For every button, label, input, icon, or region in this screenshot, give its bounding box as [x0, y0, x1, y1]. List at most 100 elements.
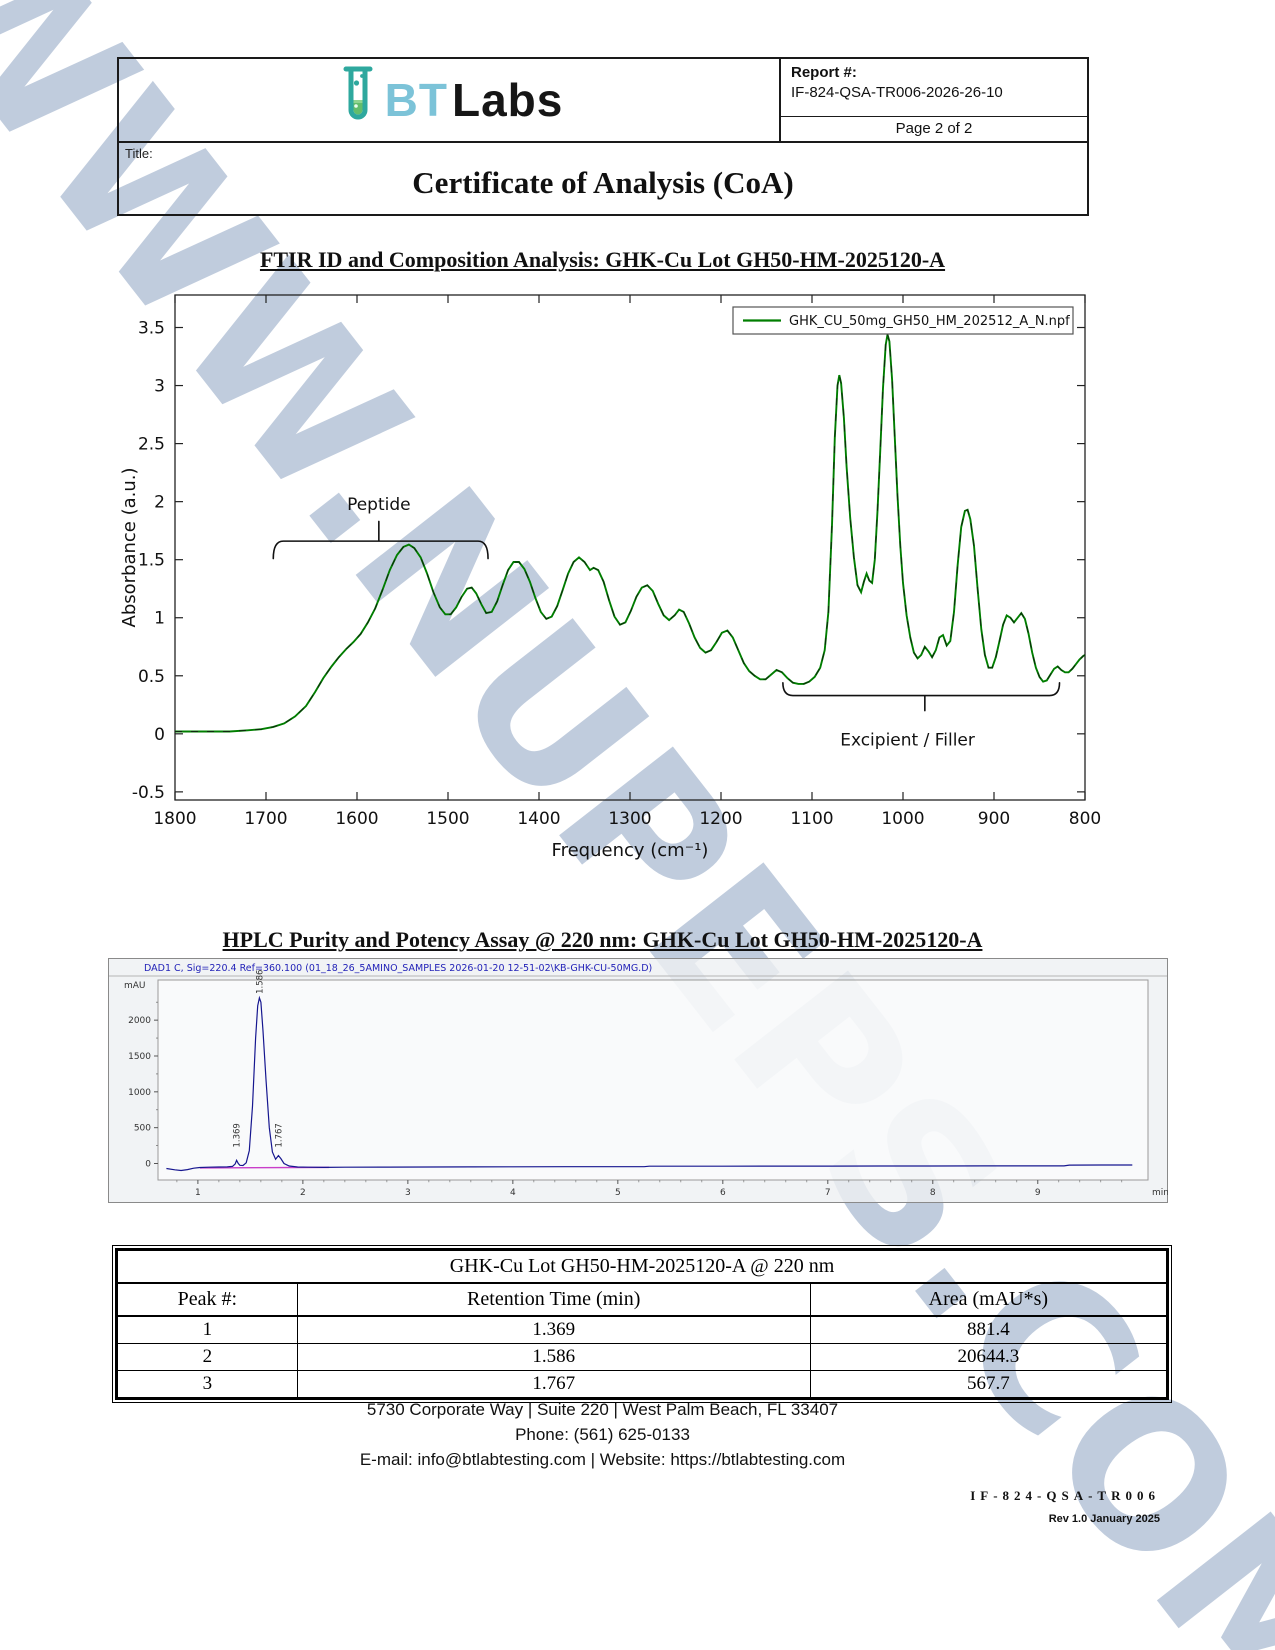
svg-text:1400: 1400: [517, 809, 560, 829]
table-body: 1 1.369 881.4 2 1.586 20644.3 3 1.767 567.7: [116, 1315, 1169, 1399]
hplc-axes: mAU 0 500 1000 1500 2000 1 2 3 4 5 6 7 8 9: [124, 981, 1123, 1198]
svg-text:900: 900: [978, 809, 1010, 829]
svg-text:5: 5: [615, 1188, 621, 1198]
svg-text:mAU: mAU: [124, 981, 146, 991]
svg-text:1000: 1000: [881, 809, 924, 829]
svg-text:4: 4: [510, 1188, 516, 1198]
document-revision: Rev 1.0 January 2025: [1048, 1513, 1160, 1525]
svg-text:3: 3: [154, 377, 165, 397]
svg-text:1800: 1800: [153, 809, 196, 829]
svg-text:1500: 1500: [426, 809, 469, 829]
svg-text:3.5: 3.5: [138, 319, 165, 339]
svg-text:800: 800: [1069, 809, 1101, 829]
table-title: GHK-Cu Lot GH50-HM-2025120-A @ 220 nm: [116, 1249, 1168, 1284]
ftir-chart: 1800 1700 1600 1500 1400 1300 1200 1100 1000 900 8…: [115, 283, 1105, 863]
logo-text-bt: BT: [384, 74, 448, 126]
svg-text:1100: 1100: [790, 809, 833, 829]
report-cell: Report #: IF-824-QSA-TR006-2026-26-10 Pa…: [779, 59, 1087, 141]
results-table: GHK-Cu Lot GH50-HM-2025120-A @ 220 nm Pe…: [115, 1248, 1169, 1400]
table-cell: 20644.3: [809, 1343, 1169, 1371]
page-title: Certificate of Analysis (CoA): [412, 165, 794, 200]
hplc-chart: DAD1 C, Sig=220.4 Ref=360.100 (01_18_26_…: [108, 958, 1169, 1203]
svg-text:GHK_CU_50mg_GH50_HM_202512_A_N: GHK_CU_50mg_GH50_HM_202512_A_N.npf: [789, 314, 1070, 329]
table-cell: 1.369: [296, 1315, 811, 1344]
svg-text:0: 0: [145, 1160, 151, 1170]
svg-text:1.5: 1.5: [138, 551, 165, 571]
svg-text:1: 1: [154, 609, 165, 629]
ftir-ylabel: Absorbance (a.u.): [119, 467, 140, 627]
ftir-curve-overlay: [175, 334, 1086, 732]
ftir-legend: GHK_CU_50mg_GH50_HM_202512_A_N.npf: [732, 306, 1074, 335]
table-column-header: Peak #:: [116, 1282, 298, 1317]
page-indicator: Page 2 of 2: [895, 120, 973, 137]
ftir-curve: [175, 334, 1086, 733]
report-number: IF-824-QSA-TR006-2026-26-10: [781, 81, 1087, 117]
svg-text:1200: 1200: [699, 809, 742, 829]
header: BT Labs Report #: IF-824-QSA-TR006-2026-2…: [117, 57, 1089, 216]
ftir-axes: 1800 1700 1600 1500 1400 1300 1200 1100 1000 900 8…: [132, 295, 1101, 829]
footer-email-web: E-mail: info@btlabtesting.com | Website:…: [359, 1449, 846, 1469]
table-row: 2 1.586 20644.3: [116, 1343, 1169, 1371]
ftir-annotation-peptide: Peptide: [272, 495, 489, 560]
footer-address: 5730 Corporate Way | Suite 220 | West Pa…: [366, 1400, 839, 1419]
hplc-x-unit: min: [1152, 1188, 1168, 1198]
hplc-peak-label: 1.586: [255, 970, 265, 994]
svg-text:1500: 1500: [128, 1052, 151, 1062]
document-id-block: IF-824-QSA-TR006 Rev 1.0 January 2025: [970, 1488, 1160, 1525]
table-header-row: Peak #: Retention Time (min) Area (mAU*s): [116, 1282, 1169, 1317]
table-cell: 1.767: [296, 1370, 811, 1399]
test-tube-icon: [335, 63, 381, 138]
results-table-frame: GHK-Cu Lot GH50-HM-2025120-A @ 220 nm Pe…: [112, 1245, 1172, 1403]
footer-phone: Phone: (561) 625-0133: [515, 1424, 690, 1444]
table-cell: 1: [116, 1315, 298, 1344]
table-cell: 1.586: [296, 1343, 811, 1371]
table-row: 1 1.369 881.4: [116, 1315, 1169, 1344]
document-id: IF-824-QSA-TR006: [970, 1488, 1160, 1503]
svg-text:2: 2: [300, 1188, 306, 1198]
footer: 5730 Corporate Way | Suite 220 | West Pa…: [115, 1398, 1090, 1473]
svg-text:9: 9: [1035, 1188, 1041, 1198]
table-row: 3 1.767 567.7: [116, 1370, 1169, 1399]
svg-text:500: 500: [134, 1124, 151, 1134]
table-cell: 881.4: [809, 1315, 1169, 1344]
svg-text:2000: 2000: [128, 1016, 151, 1026]
hplc-plot: DAD1 C, Sig=220.4 Ref=360.100 (01_18_26_…: [108, 958, 1169, 1203]
hplc-peak-label: 1.767: [274, 1123, 284, 1147]
svg-text:-0.5: -0.5: [132, 783, 165, 803]
logo-text-labs: Labs: [451, 74, 564, 126]
hplc-peak-label: 1.369: [233, 1123, 243, 1147]
svg-text:Excipient / Filler: Excipient / Filler: [840, 730, 975, 750]
table-cell: 3: [116, 1370, 298, 1399]
title-label: Title:: [125, 146, 153, 161]
svg-text:1: 1: [195, 1188, 201, 1198]
svg-text:0.5: 0.5: [138, 667, 165, 687]
table-column-header: Retention Time (min): [296, 1282, 811, 1317]
svg-text:0: 0: [154, 725, 165, 745]
btlabs-logo: BT Labs: [119, 59, 779, 141]
svg-text:2: 2: [154, 493, 165, 513]
table-cell: 2: [116, 1343, 298, 1371]
ftir-xlabel: Frequency (cm⁻¹): [552, 840, 709, 861]
hplc-signal-header: DAD1 C, Sig=220.4 Ref=360.100 (01_18_26_…: [144, 963, 652, 974]
svg-text:Peptide: Peptide: [347, 495, 411, 515]
svg-text:2.5: 2.5: [138, 435, 165, 455]
ftir-section-title: FTIR ID and Composition Analysis: GHK-Cu…: [259, 247, 946, 272]
svg-text:8: 8: [930, 1188, 936, 1198]
svg-text:1000: 1000: [128, 1088, 151, 1098]
table-column-header: Area (mAU*s): [809, 1282, 1169, 1317]
hplc-curve: [166, 995, 1133, 1172]
ftir-annotation-excipient-filler: Excipient / Filler: [782, 681, 1061, 750]
report-label: Report #:: [791, 64, 857, 81]
table-cell: 567.7: [809, 1370, 1169, 1399]
svg-text:3: 3: [405, 1188, 411, 1198]
ftir-plot: 1800 1700 1600 1500 1400 1300 1200 1100 1000 900 8…: [119, 294, 1101, 861]
title-box: Title: Certificate of Analysis (CoA): [117, 143, 1089, 216]
svg-text:7: 7: [825, 1188, 831, 1198]
svg-text:6: 6: [720, 1188, 726, 1198]
svg-text:1700: 1700: [244, 809, 287, 829]
svg-text:1600: 1600: [335, 809, 378, 829]
hplc-section-title: HPLC Purity and Potency Assay @ 220 nm: …: [222, 927, 983, 952]
svg-text:1300: 1300: [608, 809, 651, 829]
results-table-wrap: GHK-Cu Lot GH50-HM-2025120-A @ 220 nm Pe…: [112, 1245, 1172, 1403]
